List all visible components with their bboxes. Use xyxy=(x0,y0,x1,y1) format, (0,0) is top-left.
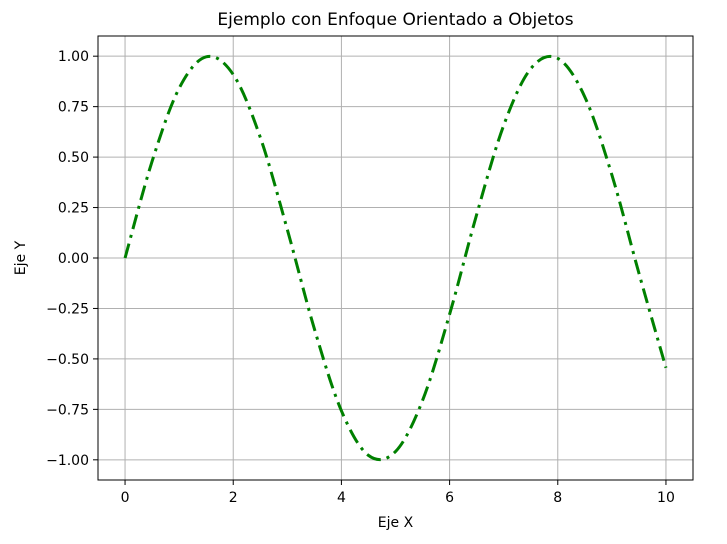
x-tick-label: 0 xyxy=(121,490,130,506)
series-layer xyxy=(123,54,668,462)
y-tick-label: 1.00 xyxy=(58,49,89,65)
x-tick-label: 8 xyxy=(553,490,562,506)
y-tick-label: 0.00 xyxy=(58,251,89,267)
y-tick-label: 0.75 xyxy=(58,100,89,116)
y-tick-label: −0.50 xyxy=(46,352,89,368)
x-axis-label: Eje X xyxy=(378,515,414,531)
x-tick-label: 4 xyxy=(337,490,346,506)
y-tick-label: −0.25 xyxy=(46,301,89,317)
grid-lines xyxy=(98,36,693,480)
y-tick-label: −1.00 xyxy=(46,453,89,469)
y-tick-label: 0.25 xyxy=(58,201,89,217)
x-tick-label: 10 xyxy=(657,490,675,506)
y-tick-label: 0.50 xyxy=(58,150,89,166)
series-line xyxy=(123,54,668,462)
chart-title: Ejemplo con Enfoque Orientado a Objetos xyxy=(217,10,573,30)
x-tick-label: 6 xyxy=(445,490,454,506)
y-axis-label: Eje Y xyxy=(13,240,29,275)
x-tick-label: 2 xyxy=(229,490,238,506)
tick-marks: 0 2 4 6 8 10 1.00 0.75 0.50 0.25 0.00 −0.25 −0.50 −0.… xyxy=(46,49,675,506)
y-tick-label: −0.75 xyxy=(46,402,89,418)
